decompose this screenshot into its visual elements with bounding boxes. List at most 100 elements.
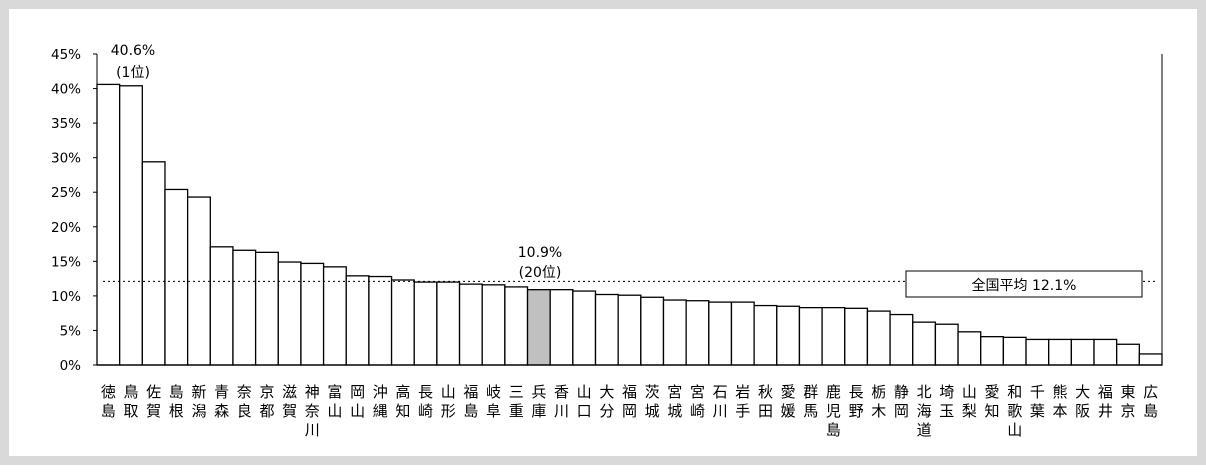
annotation-rank: (1位)	[116, 65, 150, 81]
bar	[912, 321, 937, 366]
category-label: 青森	[214, 383, 229, 420]
category-label: 宮城	[667, 383, 682, 420]
bar	[730, 301, 755, 366]
category-label: 山口	[577, 383, 592, 420]
category-label: 新潟	[191, 383, 206, 420]
y-tick-label: 0%	[60, 358, 82, 374]
category-label: 岐阜	[486, 383, 501, 420]
bar	[277, 261, 302, 366]
bar	[345, 275, 370, 366]
bar	[549, 289, 574, 366]
category-label: 栃木	[871, 383, 886, 420]
category-label: 神奈川	[305, 383, 320, 439]
category-label: 長崎	[418, 383, 433, 420]
bar	[1048, 338, 1073, 366]
category-label: 兵庫	[531, 383, 546, 420]
bar	[1070, 338, 1095, 366]
bar	[164, 188, 189, 366]
bar	[685, 300, 710, 366]
bar	[1093, 338, 1118, 366]
bar	[141, 161, 166, 366]
bar	[980, 336, 1005, 366]
category-label: 愛知	[985, 383, 1000, 420]
category-label: 山梨	[962, 383, 977, 420]
category-label: 佐賀	[146, 383, 161, 420]
average-label-box	[905, 270, 1143, 298]
y-tick-label: 15%	[51, 254, 81, 270]
annotation-value: 40.6%	[111, 43, 155, 59]
y-tick-label: 35%	[51, 116, 81, 132]
category-label: 福井	[1098, 383, 1113, 420]
category-label: 岡山	[350, 383, 365, 420]
category-label: 群馬	[803, 383, 818, 420]
category-label: 京都	[259, 383, 274, 420]
bar	[368, 275, 393, 366]
y-tick-label: 25%	[51, 185, 81, 201]
y-tick-label: 40%	[51, 82, 81, 98]
category-label: 静岡	[894, 383, 909, 420]
bar	[572, 290, 597, 366]
category-label: 北海道	[917, 383, 932, 439]
category-label: 富山	[327, 383, 342, 420]
category-label: 徳島	[101, 383, 116, 420]
category-label: 東京	[1121, 383, 1136, 420]
category-label: 沖縄	[373, 383, 388, 420]
bar	[957, 331, 982, 366]
average-label: 全国平均 12.1%	[972, 277, 1077, 294]
category-label: 茨城	[645, 383, 660, 420]
category-label: 大阪	[1075, 383, 1090, 420]
bar	[458, 283, 483, 366]
bar-highlight	[526, 289, 551, 366]
category-label: 鳥取	[123, 383, 138, 420]
category-label: 大分	[599, 383, 614, 420]
category-label: 鹿児島	[826, 383, 841, 439]
y-tick-label: 5%	[60, 323, 82, 339]
category-label: 福島	[463, 383, 478, 420]
bar	[617, 294, 642, 366]
bar	[798, 306, 823, 366]
bar	[390, 279, 415, 366]
bar	[119, 85, 143, 366]
category-label: 愛媛	[781, 383, 796, 420]
bar	[209, 246, 234, 366]
bar	[889, 313, 914, 366]
bar	[1002, 336, 1027, 366]
category-label: 宮崎	[690, 383, 705, 420]
bar	[436, 281, 461, 366]
category-label: 香川	[554, 383, 569, 420]
category-label: 岩手	[735, 383, 750, 420]
bar	[866, 310, 891, 366]
category-label: 高知	[395, 383, 410, 420]
annotation-rank: (20位)	[519, 265, 562, 281]
bar	[96, 83, 121, 366]
category-label: 石川	[713, 383, 728, 420]
y-tick-label: 45%	[51, 47, 81, 63]
category-label: 秋田	[758, 383, 773, 420]
category-label: 和歌山	[1007, 383, 1022, 439]
bar	[1138, 353, 1163, 366]
category-label: 奈良	[237, 383, 252, 420]
bar	[232, 249, 257, 366]
bar	[844, 307, 869, 366]
y-tick-label: 30%	[51, 151, 81, 167]
bar	[1025, 338, 1050, 366]
category-label: 三重	[509, 383, 524, 420]
bar	[662, 299, 687, 366]
y-tick-label: 10%	[51, 289, 81, 305]
bar	[413, 281, 438, 366]
category-label: 滋賀	[282, 383, 297, 420]
category-label: 福岡	[622, 383, 637, 420]
bar	[934, 323, 959, 366]
bar	[753, 304, 778, 366]
bar	[504, 286, 529, 366]
category-label: 埼玉	[939, 383, 954, 420]
category-label: 島根	[169, 383, 184, 420]
bar	[1116, 343, 1140, 366]
category-label: 広島	[1143, 383, 1158, 420]
bar	[708, 301, 733, 366]
bar	[254, 251, 279, 366]
bar-chart: 0% 5% 10% 15% 20% 25% 30% 35% 40% 45% 徳島鳥取佐賀島根新潟青森…	[51, 43, 1163, 439]
category-label: 千葉	[1030, 383, 1045, 420]
y-tick-label: 20%	[51, 220, 81, 236]
